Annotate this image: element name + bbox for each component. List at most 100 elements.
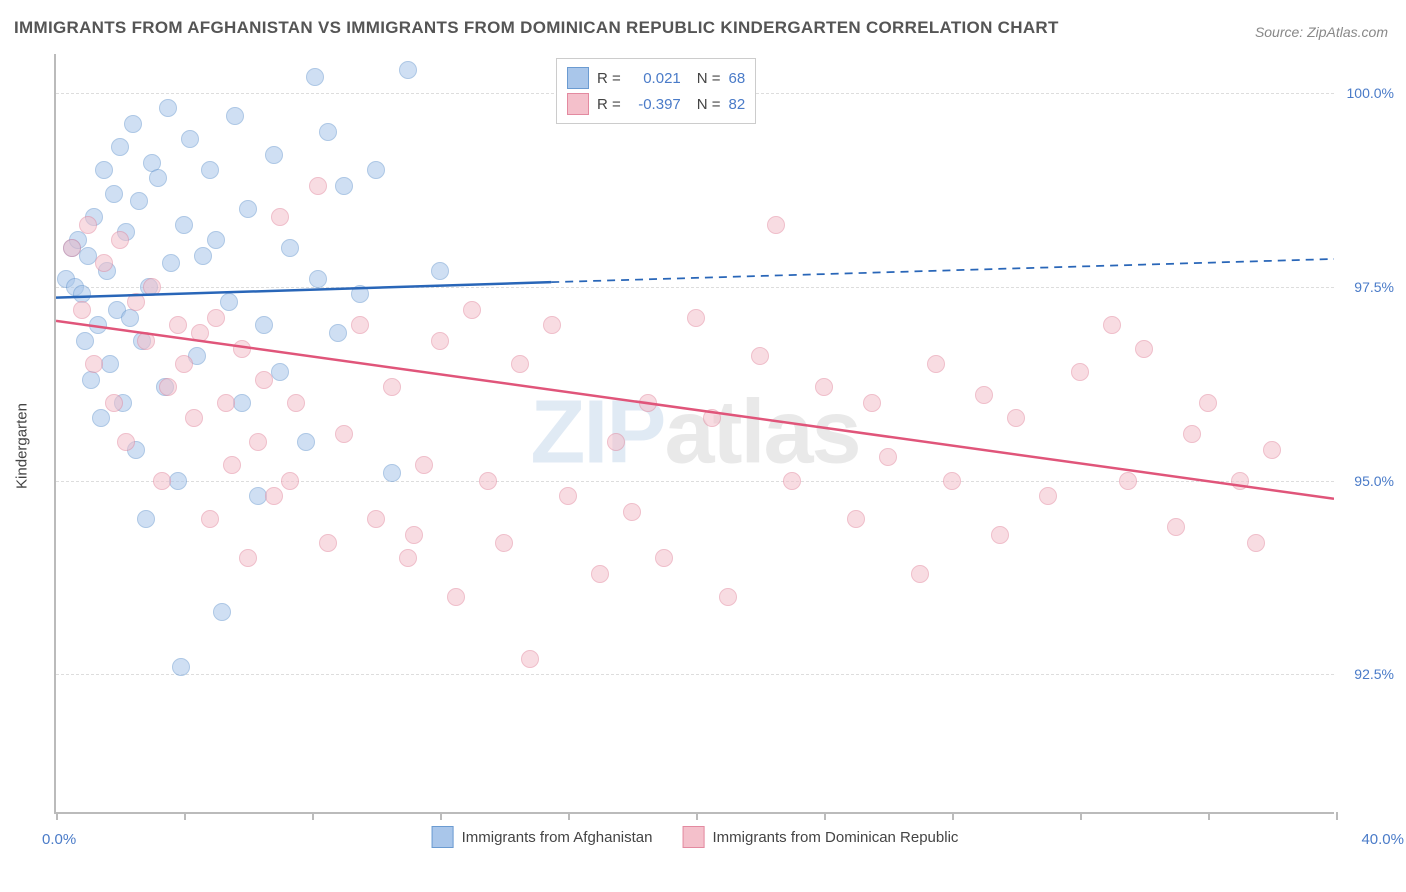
- data-point: [431, 262, 449, 280]
- data-point: [233, 394, 251, 412]
- data-point: [175, 216, 193, 234]
- data-point: [162, 254, 180, 272]
- data-point: [249, 433, 267, 451]
- data-point: [927, 355, 945, 373]
- data-point: [82, 371, 100, 389]
- data-point: [1167, 518, 1185, 536]
- data-point: [405, 526, 423, 544]
- swatch-series-2: [567, 93, 589, 115]
- data-point: [181, 130, 199, 148]
- data-point: [591, 565, 609, 583]
- data-point: [201, 510, 219, 528]
- data-point: [255, 316, 273, 334]
- data-point: [63, 239, 81, 257]
- data-point: [991, 526, 1009, 544]
- data-point: [137, 510, 155, 528]
- y-tick-label: 92.5%: [1354, 666, 1394, 682]
- n-value-1: 68: [729, 70, 746, 87]
- data-point: [207, 309, 225, 327]
- data-point: [815, 378, 833, 396]
- data-point: [239, 200, 257, 218]
- data-point: [111, 138, 129, 156]
- data-point: [265, 487, 283, 505]
- data-point: [351, 285, 369, 303]
- data-point: [121, 309, 139, 327]
- r-label: R =: [597, 70, 621, 87]
- swatch-series-1-bottom: [432, 826, 454, 848]
- trend-lines: [56, 54, 1334, 812]
- swatch-series-2-bottom: [683, 826, 705, 848]
- r-value-2: -0.397: [629, 96, 681, 113]
- data-point: [111, 231, 129, 249]
- data-point: [233, 340, 251, 358]
- data-point: [1263, 441, 1281, 459]
- data-point: [463, 301, 481, 319]
- trend-line-dashed: [551, 259, 1334, 282]
- data-point: [153, 472, 171, 490]
- correlation-legend: R = 0.021 N = 68 R = -0.397 N = 82: [556, 58, 756, 124]
- x-tick: [1208, 812, 1210, 820]
- data-point: [847, 510, 865, 528]
- data-point: [1247, 534, 1265, 552]
- data-point: [329, 324, 347, 342]
- series-2-name: Immigrants from Dominican Republic: [713, 829, 959, 846]
- data-point: [101, 355, 119, 373]
- watermark-atlas: atlas: [664, 383, 859, 483]
- data-point: [351, 316, 369, 334]
- data-point: [95, 254, 113, 272]
- data-point: [1231, 472, 1249, 490]
- data-point: [1135, 340, 1153, 358]
- data-point: [271, 208, 289, 226]
- x-tick: [56, 812, 58, 820]
- data-point: [239, 549, 257, 567]
- data-point: [1007, 409, 1025, 427]
- data-point: [751, 347, 769, 365]
- data-point: [1199, 394, 1217, 412]
- data-point: [143, 278, 161, 296]
- data-point: [639, 394, 657, 412]
- data-point: [367, 510, 385, 528]
- data-point: [399, 549, 417, 567]
- data-point: [447, 588, 465, 606]
- data-point: [607, 433, 625, 451]
- data-point: [130, 192, 148, 210]
- data-point: [319, 534, 337, 552]
- n-label: N =: [697, 70, 721, 87]
- data-point: [335, 177, 353, 195]
- data-point: [105, 394, 123, 412]
- data-point: [511, 355, 529, 373]
- data-point: [943, 472, 961, 490]
- source-attribution: Source: ZipAtlas.com: [1255, 24, 1388, 40]
- data-point: [169, 316, 187, 334]
- data-point: [1071, 363, 1089, 381]
- y-tick-label: 100.0%: [1347, 85, 1394, 101]
- r-label: R =: [597, 96, 621, 113]
- x-tick: [1080, 812, 1082, 820]
- y-tick-label: 95.0%: [1354, 473, 1394, 489]
- x-tick: [568, 812, 570, 820]
- data-point: [367, 161, 385, 179]
- grid-line: [56, 674, 1334, 675]
- x-axis-label-end: 40.0%: [1361, 831, 1404, 848]
- data-point: [783, 472, 801, 490]
- data-point: [172, 658, 190, 676]
- data-point: [185, 409, 203, 427]
- grid-line: [56, 287, 1334, 288]
- r-value-1: 0.021: [629, 70, 681, 87]
- data-point: [703, 409, 721, 427]
- data-point: [127, 293, 145, 311]
- data-point: [399, 61, 417, 79]
- data-point: [1103, 316, 1121, 334]
- data-point: [767, 216, 785, 234]
- data-point: [297, 433, 315, 451]
- data-point: [281, 239, 299, 257]
- data-point: [879, 448, 897, 466]
- data-point: [335, 425, 353, 443]
- data-point: [383, 464, 401, 482]
- n-value-2: 82: [729, 96, 746, 113]
- series-legend: Immigrants from Afghanistan Immigrants f…: [432, 826, 959, 848]
- data-point: [137, 332, 155, 350]
- data-point: [213, 603, 231, 621]
- data-point: [95, 161, 113, 179]
- data-point: [191, 324, 209, 342]
